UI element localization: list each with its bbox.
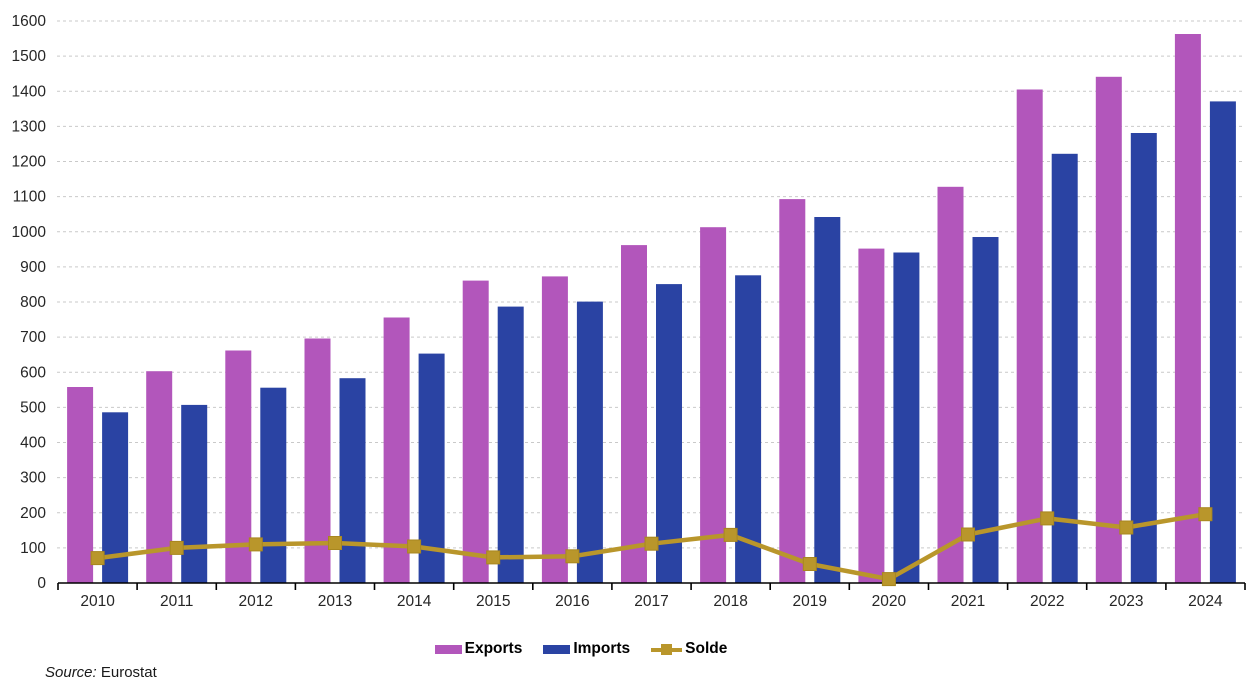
legend-item-solde: Solde xyxy=(651,640,727,658)
legend-label-exports: Exports xyxy=(464,640,523,657)
trade-bar-chart: 0 100 200 300 400 500 600 700 800 900 1000 1100 1200… xyxy=(12,13,1246,610)
bar-exports-2012 xyxy=(225,350,252,583)
bar-imports-2012 xyxy=(260,387,287,583)
bar-imports-2011 xyxy=(181,404,208,583)
source-text: Eurostat xyxy=(100,664,157,681)
x-axis-label-2013: 2013 xyxy=(318,593,352,610)
bar-exports-2014 xyxy=(383,317,410,583)
solde-marker-2018 xyxy=(723,527,738,542)
bar-imports-2022 xyxy=(1051,153,1078,584)
bar-exports-2021 xyxy=(937,186,964,584)
legend-item-imports: Imports xyxy=(543,640,630,658)
exports-swatch-icon xyxy=(434,644,462,654)
solde-marker-2011 xyxy=(169,540,184,555)
bar-imports-2015 xyxy=(497,306,524,583)
y-axis-label-400: 400 xyxy=(20,435,46,452)
x-axis-label-2015: 2015 xyxy=(476,593,510,610)
y-axis-label-1300: 1300 xyxy=(12,118,47,135)
bar-imports-2023 xyxy=(1130,133,1157,583)
bar-exports-2018 xyxy=(700,227,727,583)
bar-imports-2024 xyxy=(1209,101,1236,584)
y-axis-label-500: 500 xyxy=(20,399,46,416)
x-axis-label-2016: 2016 xyxy=(555,593,589,610)
solde-marker-square xyxy=(661,643,673,655)
y-axis-label-1600: 1600 xyxy=(12,13,47,30)
legend-label-imports: Imports xyxy=(573,640,631,657)
y-axis-label-900: 900 xyxy=(20,259,46,276)
legend-item-exports: Exports xyxy=(434,640,523,658)
bar-imports-2017 xyxy=(656,284,682,583)
x-axis-label-2019: 2019 xyxy=(793,593,827,610)
y-axis-label-1200: 1200 xyxy=(12,154,47,171)
y-axis-label-300: 300 xyxy=(20,470,46,487)
solde-marker-2024 xyxy=(1198,507,1213,522)
bar-exports-2017 xyxy=(621,245,647,583)
solde-marker-2021 xyxy=(961,527,975,542)
solde-marker-2015 xyxy=(486,550,501,565)
x-axis-label-2024: 2024 xyxy=(1188,593,1223,610)
solde-marker-2023 xyxy=(1119,520,1134,535)
bar-imports-2013 xyxy=(339,378,366,583)
y-axis-label-1400: 1400 xyxy=(12,83,47,100)
solde-marker-2014 xyxy=(407,539,422,554)
solde-marker-2010 xyxy=(90,551,105,566)
solde-marker-2013 xyxy=(328,536,342,550)
x-axis-label-2017: 2017 xyxy=(634,593,668,610)
bar-imports-2019 xyxy=(814,217,841,583)
solde-marker-2017 xyxy=(644,536,659,551)
bar-imports-2018 xyxy=(735,275,762,583)
y-axis-label-200: 200 xyxy=(20,505,46,522)
bar-exports-2019 xyxy=(779,199,806,583)
y-axis-label-800: 800 xyxy=(20,294,46,311)
legend-label-solde: Solde xyxy=(685,640,728,657)
bar-imports-2021 xyxy=(972,237,999,583)
solde-marker-2019 xyxy=(802,557,817,571)
source-prefix: Source: xyxy=(45,664,97,681)
solde-marker-2022 xyxy=(1040,511,1055,526)
x-axis-label-2021: 2021 xyxy=(951,593,985,610)
x-axis-label-2020: 2020 xyxy=(872,593,907,610)
y-axis-label-700: 700 xyxy=(20,329,46,346)
bar-exports-2016 xyxy=(541,276,568,583)
bar-exports-2020 xyxy=(858,248,885,583)
bar-exports-2013 xyxy=(304,338,331,583)
bar-imports-2016 xyxy=(576,301,603,583)
x-axis-label-2012: 2012 xyxy=(239,593,273,610)
bar-exports-2023 xyxy=(1095,76,1122,584)
x-axis-label-2018: 2018 xyxy=(713,593,747,610)
bar-exports-2022 xyxy=(1016,89,1043,583)
bar-imports-2014 xyxy=(418,353,445,583)
chart-legend: Exports Imports Solde xyxy=(0,640,1208,658)
source-note: Source: Eurostat xyxy=(45,664,157,681)
x-axis-label-2010: 2010 xyxy=(80,593,115,610)
bar-exports-2010 xyxy=(67,387,94,583)
y-axis-label-0: 0 xyxy=(37,575,46,592)
y-axis-label-1000: 1000 xyxy=(12,224,47,241)
bar-imports-2020 xyxy=(893,252,920,583)
solde-line-icon xyxy=(651,643,683,656)
x-axis-label-2022: 2022 xyxy=(1030,593,1064,610)
solde-marker-2020 xyxy=(881,572,896,587)
solde-marker-2016 xyxy=(565,549,580,564)
y-axis-label-1500: 1500 xyxy=(12,48,47,65)
imports-swatch-icon xyxy=(543,644,571,654)
x-axis-label-2023: 2023 xyxy=(1109,593,1143,610)
solde-marker-2012 xyxy=(248,537,263,552)
y-axis-label-600: 600 xyxy=(20,364,46,381)
x-axis-label-2014: 2014 xyxy=(397,593,432,610)
y-axis-label-1100: 1100 xyxy=(13,189,47,206)
bar-exports-2024 xyxy=(1174,34,1201,583)
bar-exports-2015 xyxy=(462,280,489,583)
x-axis-label-2011: 2011 xyxy=(160,593,193,610)
y-axis-label-100: 100 xyxy=(20,540,46,557)
